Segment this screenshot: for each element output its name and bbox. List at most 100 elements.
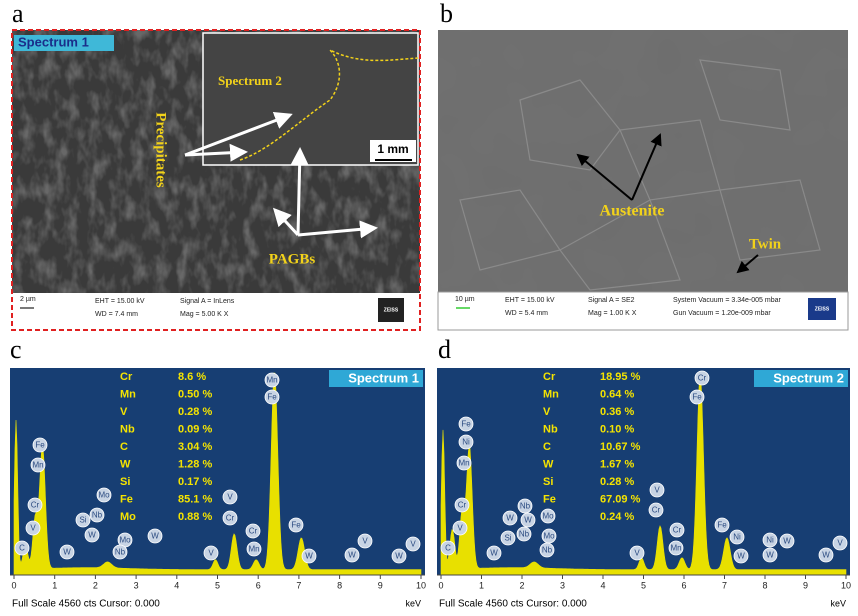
peak-label: Cr <box>249 527 258 536</box>
peak-label: W <box>783 537 791 546</box>
spectrum <box>13 372 422 576</box>
x-tick-label: 4 <box>174 580 179 590</box>
peak-label: V <box>208 549 214 558</box>
peak-marker <box>629 545 645 561</box>
peak-label: Fe <box>267 393 277 402</box>
x-tick-label: 6 <box>256 580 261 590</box>
peak-label: Cr <box>31 501 40 510</box>
peak-marker <box>222 489 238 505</box>
peak-label: W <box>88 531 96 540</box>
peak-label: C <box>19 544 25 553</box>
peak-label: Mn <box>266 376 277 385</box>
x-tick-label: 2 <box>519 580 524 590</box>
footer: Full Scale 4560 cts Cursor: 0.000 <box>439 599 587 610</box>
x-tick-label: 5 <box>215 580 220 590</box>
peak-marker <box>517 498 533 514</box>
x-tick-label: 9 <box>378 580 383 590</box>
info-bar-b <box>437 291 849 331</box>
peak-marker <box>245 523 261 539</box>
peak-label: Ni <box>462 438 470 447</box>
grain-boundaries <box>459 59 821 291</box>
peak-marker <box>32 437 48 453</box>
peak-marker <box>694 370 710 386</box>
element: V <box>120 406 128 418</box>
peak-label: W <box>766 551 774 560</box>
info-text: Mag = 5.00 K X <box>180 311 229 318</box>
info-text: WD = 5.4 mm <box>505 310 548 317</box>
peak-label: C <box>445 544 451 553</box>
logo: ZEISS <box>815 306 830 312</box>
peak-label: Fe <box>717 521 727 530</box>
panel-label: c <box>10 335 22 364</box>
element: V <box>543 406 551 418</box>
peak-marker <box>25 520 41 536</box>
logo-box-b <box>808 298 836 320</box>
peak-label: W <box>305 552 313 561</box>
annotation: PAGBs <box>269 251 316 267</box>
inset-boundary <box>239 49 419 161</box>
peak-label: W <box>506 514 514 523</box>
element: Nb <box>543 423 558 435</box>
peak-marker <box>832 535 848 551</box>
peak-marker <box>222 510 238 526</box>
spectrum-title: Spectrum 2 <box>773 370 844 385</box>
peak-label: V <box>30 524 36 533</box>
peak-label: Mo <box>543 532 555 541</box>
peak-label: W <box>524 516 532 525</box>
tag-box <box>14 35 114 51</box>
peak-label: Ni <box>766 536 774 545</box>
x-tick-label: 8 <box>762 580 767 590</box>
peak-marker <box>147 528 163 544</box>
peak-marker <box>301 548 317 564</box>
inset-tag: Spectrum 2 <box>218 73 282 88</box>
panel-label: a <box>12 0 24 28</box>
peak-marker <box>540 508 556 524</box>
peak-label: V <box>634 549 640 558</box>
peak-label: Cr <box>458 501 467 510</box>
x-tick-label: 6 <box>681 580 686 590</box>
peak-marker <box>818 547 834 563</box>
roi-border <box>11 29 421 331</box>
element: Cr <box>543 371 556 383</box>
peak-marker <box>203 545 219 561</box>
info-text: EHT = 15.00 kV <box>95 298 145 305</box>
x-tick-label: 0 <box>438 580 443 590</box>
element: C <box>543 441 551 453</box>
peak-label: Fe <box>692 393 702 402</box>
scale-box <box>370 140 416 162</box>
peak-label: V <box>654 486 660 495</box>
peak-label: Cr <box>698 374 707 383</box>
panel-label: b <box>440 0 453 28</box>
info-text: System Vacuum = 3.34e-005 mbar <box>673 297 782 304</box>
composition-value: 8.6 % <box>178 371 206 383</box>
spectrum <box>440 374 847 576</box>
peak-marker <box>779 533 795 549</box>
element: Si <box>543 476 553 488</box>
peak-label: V <box>837 539 843 548</box>
x-tick-label: 3 <box>134 580 139 590</box>
peak-marker <box>405 536 421 552</box>
peak-label: Ni <box>733 533 741 542</box>
spectrum-background <box>10 368 425 575</box>
info-text: Signal A = InLens <box>180 298 235 305</box>
annotation: Austenite <box>600 203 665 220</box>
peak-label: Fe <box>461 420 471 429</box>
peak-marker <box>668 540 684 556</box>
peak-label: Mn <box>248 545 259 554</box>
peak-marker <box>391 548 407 564</box>
composition-value: 0.28 % <box>600 476 634 488</box>
composition-value: 0.64 % <box>600 388 634 400</box>
element: Mo <box>120 511 136 523</box>
composition-value: 3.04 % <box>178 441 212 453</box>
peak-label: W <box>151 532 159 541</box>
peak-label: Mo <box>98 491 110 500</box>
composition-value: 0.09 % <box>178 423 212 435</box>
peak-label: Mo <box>119 536 131 545</box>
annotation: Twin <box>749 236 782 252</box>
arrows-b <box>576 133 759 274</box>
element: Cr <box>120 371 133 383</box>
peak-marker <box>762 532 778 548</box>
peak-label: W <box>737 552 745 561</box>
peak-marker <box>454 497 470 513</box>
peak-label: Nb <box>115 548 126 557</box>
